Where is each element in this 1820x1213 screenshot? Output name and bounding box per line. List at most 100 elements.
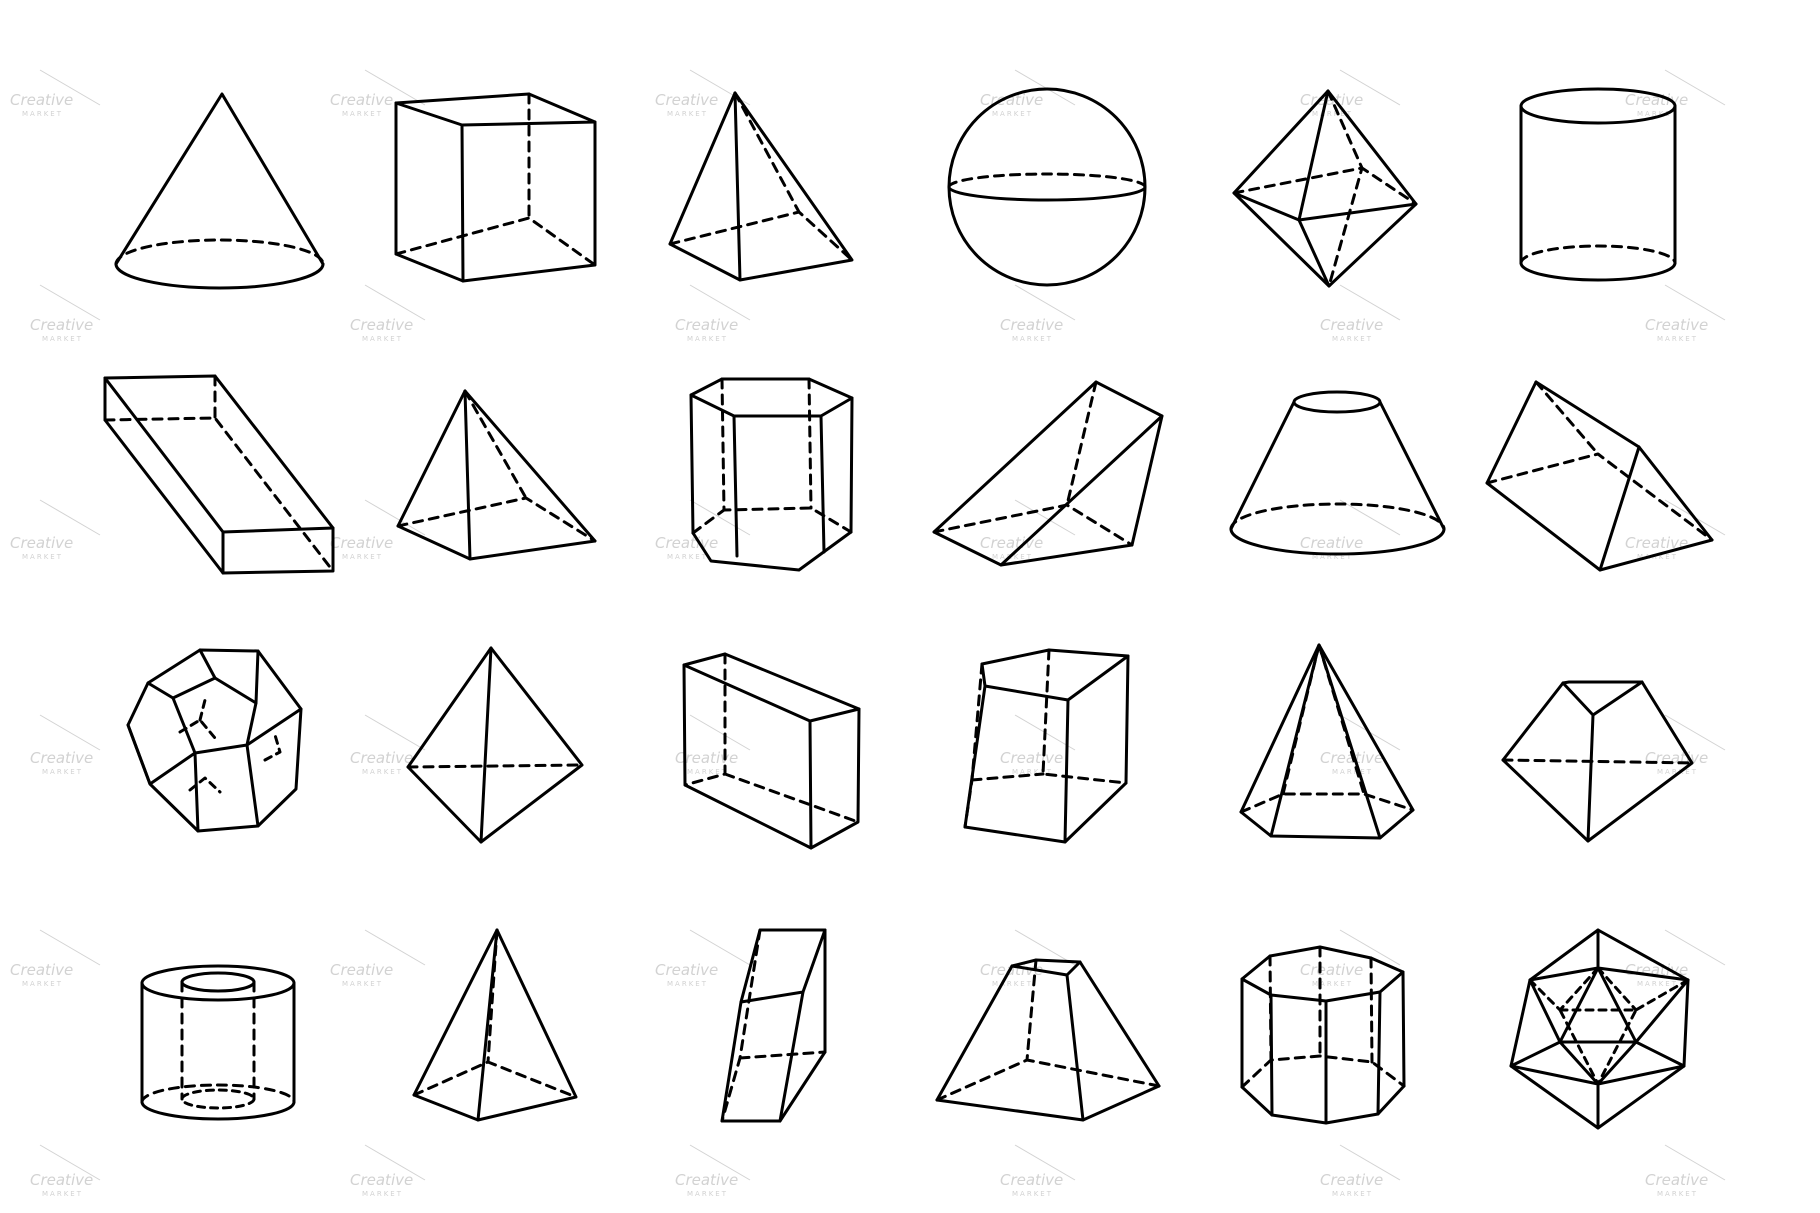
watermark-subtext: MARKET xyxy=(362,1190,403,1198)
frustum-pyramid-shape xyxy=(935,958,1161,1122)
pentagonal-prism-shape xyxy=(963,648,1130,844)
watermark-subtext: MARKET xyxy=(42,335,83,343)
watermark-stroke xyxy=(1014,69,1076,106)
watermark-text: Creative xyxy=(30,1171,93,1189)
watermark-stroke xyxy=(1664,69,1726,106)
watermark-subtext: MARKET xyxy=(22,110,63,118)
frustum-cone-shape xyxy=(1229,390,1446,556)
watermark-stroke xyxy=(689,929,751,966)
watermark-stroke xyxy=(364,284,426,321)
watermark-subtext: MARKET xyxy=(42,1190,83,1198)
watermark-subtext: MARKET xyxy=(1012,335,1053,343)
watermark-subtext: MARKET xyxy=(1657,335,1698,343)
watermark-stroke xyxy=(1014,284,1076,321)
watermark-subtext: MARKET xyxy=(1312,110,1353,118)
watermark-subtext: MARKET xyxy=(1637,553,1678,561)
watermark-text: Creative xyxy=(655,961,718,979)
watermark-text: Creative xyxy=(350,316,413,334)
watermark-stroke xyxy=(364,499,426,536)
watermark-subtext: MARKET xyxy=(1332,335,1373,343)
watermark-subtext: MARKET xyxy=(1312,553,1353,561)
watermark-layer: CreativeMARKETCreativeMARKETCreativeMARK… xyxy=(10,69,1726,1198)
watermark-text: Creative xyxy=(330,961,393,979)
watermark-text: Creative xyxy=(675,749,738,767)
watermark-stroke xyxy=(39,284,101,321)
watermark-stroke xyxy=(1664,929,1726,966)
watermark-text: Creative xyxy=(10,961,73,979)
watermark-stroke xyxy=(1664,284,1726,321)
watermark-text: Creative xyxy=(10,91,73,109)
watermark-subtext: MARKET xyxy=(342,553,383,561)
watermark-stroke xyxy=(1339,69,1401,106)
cone-shape xyxy=(114,92,325,290)
watermark-text: Creative xyxy=(655,534,718,552)
truncated-solid-shape xyxy=(1501,680,1694,843)
watermark-subtext: MARKET xyxy=(992,980,1033,988)
tetrahedron-shape xyxy=(406,646,584,844)
watermark-text: Creative xyxy=(675,1171,738,1189)
watermark-text: Creative xyxy=(1320,1171,1383,1189)
watermark-text: Creative xyxy=(1645,749,1708,767)
watermark-subtext: MARKET xyxy=(1012,1190,1053,1198)
triangular-prism-lying-shape xyxy=(1485,380,1714,572)
watermark-stroke xyxy=(39,1144,101,1181)
watermark-subtext: MARKET xyxy=(1637,980,1678,988)
watermark-stroke xyxy=(689,499,751,536)
watermark-text: Creative xyxy=(1645,316,1708,334)
octagonal-prism-shape xyxy=(1240,945,1406,1125)
watermark-stroke xyxy=(1664,1144,1726,1181)
watermark-subtext: MARKET xyxy=(667,980,708,988)
watermark-subtext: MARKET xyxy=(22,553,63,561)
square-pyramid-shape xyxy=(668,91,854,282)
watermark-text: Creative xyxy=(330,91,393,109)
sphere-shape xyxy=(947,87,1147,287)
triangular-prism-upright-shape xyxy=(396,389,597,561)
watermark-text: Creative xyxy=(10,534,73,552)
watermark-stroke xyxy=(689,714,751,751)
watermark-stroke xyxy=(39,929,101,966)
watermark-subtext: MARKET xyxy=(992,110,1033,118)
watermark-subtext: MARKET xyxy=(1637,110,1678,118)
watermark-subtext: MARKET xyxy=(1312,980,1353,988)
watermark-subtext: MARKET xyxy=(342,980,383,988)
watermark-subtext: MARKET xyxy=(22,980,63,988)
oblique-rectangular-prism-shape xyxy=(103,374,335,575)
watermark-subtext: MARKET xyxy=(1012,768,1053,776)
octahedron-shape xyxy=(1232,89,1418,288)
watermark-stroke xyxy=(1339,499,1401,536)
watermark-text: Creative xyxy=(980,961,1043,979)
watermark-text: Creative xyxy=(350,749,413,767)
cylinder-shape xyxy=(1519,87,1677,282)
right-triangular-prism-wedge-shape xyxy=(932,380,1164,567)
watermark-text: Creative xyxy=(30,316,93,334)
watermark-stroke xyxy=(1014,929,1076,966)
watermark-text: Creative xyxy=(1300,961,1363,979)
watermark-text: Creative xyxy=(1000,1171,1063,1189)
watermark-stroke xyxy=(1014,499,1076,536)
watermark-subtext: MARKET xyxy=(1332,1190,1373,1198)
watermark-subtext: MARKET xyxy=(1332,768,1373,776)
watermark-subtext: MARKET xyxy=(342,110,383,118)
watermark-text: Creative xyxy=(1000,749,1063,767)
watermark-text: Creative xyxy=(1320,316,1383,334)
hexagonal-prism-shape xyxy=(689,377,854,572)
watermark-text: Creative xyxy=(980,534,1043,552)
watermark-subtext: MARKET xyxy=(687,1190,728,1198)
watermark-text: Creative xyxy=(1300,534,1363,552)
watermark-subtext: MARKET xyxy=(362,335,403,343)
watermark-stroke xyxy=(1664,714,1726,751)
watermark-stroke xyxy=(39,714,101,751)
rectangular-box-shape xyxy=(682,652,861,850)
watermark-stroke xyxy=(1014,1144,1076,1181)
watermark-stroke xyxy=(364,69,426,106)
watermark-text: Creative xyxy=(350,1171,413,1189)
watermark-text: Creative xyxy=(655,91,718,109)
watermark-stroke xyxy=(364,714,426,751)
oblique-thin-prism-shape xyxy=(720,928,827,1123)
tall-square-pyramid-shape xyxy=(412,928,578,1122)
watermark-stroke xyxy=(1339,1144,1401,1181)
watermark-subtext: MARKET xyxy=(687,768,728,776)
watermark-text: Creative xyxy=(1000,316,1063,334)
watermark-text: Creative xyxy=(1625,91,1688,109)
